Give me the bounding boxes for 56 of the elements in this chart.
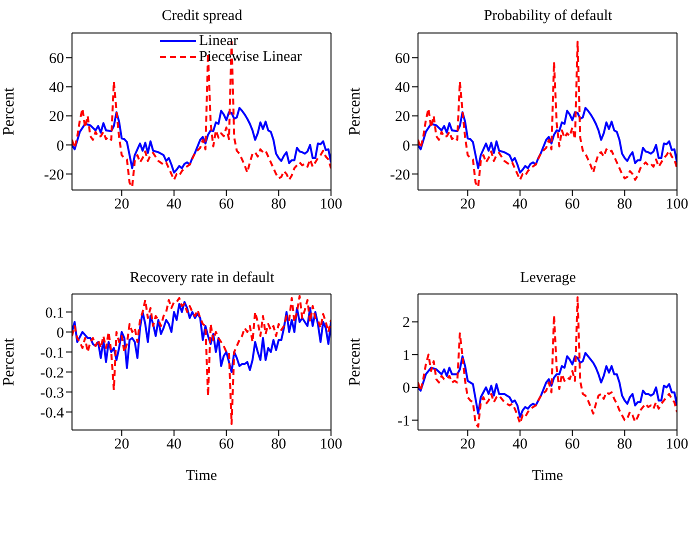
x-axis-title: Time (532, 468, 564, 484)
y-tick-label: 0 (56, 325, 64, 342)
x-tick-label: 60 (218, 436, 234, 453)
chart-title: Recovery rate in default (128, 270, 276, 287)
x-tick-label: 40 (166, 436, 182, 453)
x-tick-label: 100 (320, 196, 342, 213)
x-tick-label: 80 (617, 436, 632, 453)
y-tick-label: -20 (44, 167, 64, 184)
line-series (418, 352, 677, 418)
legend-label: Linear (199, 33, 238, 49)
y-axis-title: Percent (346, 337, 364, 386)
y-tick-label: -20 (390, 167, 410, 184)
y-tick-label: 60 (395, 51, 410, 68)
x-tick-label: 40 (512, 436, 528, 453)
x-tick-label: 20 (460, 436, 476, 453)
x-axis-title: Time (186, 468, 218, 484)
y-tick-label: 60 (49, 51, 64, 68)
x-tick-label: 60 (564, 436, 580, 453)
y-tick-label: -1 (398, 413, 410, 430)
y-tick-label: 20 (49, 109, 64, 126)
x-tick-label: 100 (320, 436, 342, 453)
y-tick-label: 0 (56, 138, 64, 154)
x-tick-label: 60 (564, 196, 580, 213)
y-tick-label: 20 (395, 109, 410, 126)
y-axis-title: Percent (0, 86, 18, 136)
x-tick-label: 20 (114, 196, 130, 213)
chart-title: Probability of default (482, 8, 614, 25)
line-series (418, 106, 677, 174)
x-tick-label: 80 (271, 436, 286, 453)
line-series (418, 296, 677, 428)
x-tick-label: 60 (218, 196, 234, 213)
line-series (72, 106, 331, 174)
x-tick-label: 40 (512, 196, 528, 213)
chart-title: Leverage (519, 270, 577, 287)
y-tick-label: -0.4 (40, 405, 64, 422)
y-tick-label: -0.3 (40, 385, 64, 402)
x-tick-label: 100 (666, 196, 688, 213)
y-axis-title: Percent (346, 86, 364, 136)
x-tick-label: 100 (666, 436, 688, 453)
x-tick-label: 40 (166, 196, 182, 213)
y-tick-label: 0 (402, 380, 410, 397)
x-tick-label: 20 (460, 196, 476, 213)
y-tick-label: 40 (395, 80, 410, 96)
chart-title: Credit spread (160, 8, 244, 25)
y-tick-label: 0.1 (45, 305, 64, 322)
y-tick-label: -0.1 (40, 345, 64, 362)
x-tick-label: 80 (617, 196, 632, 213)
y-tick-label: 40 (49, 80, 64, 96)
y-tick-label: 1 (402, 348, 410, 364)
y-tick-label: 0 (402, 138, 410, 154)
y-tick-label: 2 (402, 315, 410, 332)
x-tick-label: 20 (114, 436, 130, 453)
y-tick-label: -0.2 (40, 365, 64, 382)
line-series (72, 301, 331, 373)
y-axis-title: Percent (0, 337, 18, 386)
x-tick-label: 80 (271, 196, 286, 213)
